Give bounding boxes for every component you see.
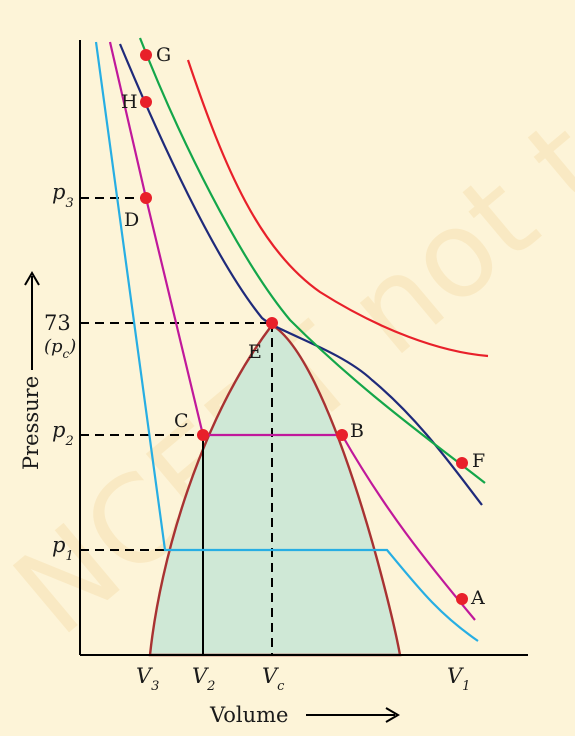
label-d: D — [124, 209, 139, 231]
point-a — [456, 593, 468, 605]
tick-v1: V1 — [447, 664, 470, 694]
isotherm-high — [138, 37, 486, 484]
label-f: F — [472, 450, 485, 472]
isotherm-critical — [118, 43, 483, 506]
point-c — [197, 429, 209, 441]
point-d — [140, 192, 152, 204]
tick-p1: p1 — [52, 533, 74, 564]
label-b: B — [350, 420, 364, 442]
point-h — [140, 96, 152, 108]
x-axis-arrow — [306, 707, 400, 723]
tick-pc: (pc) — [44, 336, 76, 361]
label-a: A — [470, 587, 485, 609]
tick-vc: Vc — [262, 664, 285, 694]
tick-p3: p3 — [52, 180, 74, 211]
label-h: H — [121, 91, 138, 113]
tick-p2: p2 — [52, 418, 74, 449]
point-g — [140, 49, 152, 61]
point-e — [266, 317, 278, 329]
isotherm-highest — [186, 59, 489, 358]
state-points — [140, 49, 468, 605]
label-c: C — [174, 410, 189, 432]
y-axis-arrow — [24, 271, 40, 370]
point-b — [336, 429, 348, 441]
label-e: E — [248, 341, 262, 363]
tick-v2: V2 — [192, 664, 215, 694]
x-axis-title: Volume — [209, 703, 288, 727]
point-f — [456, 457, 468, 469]
tick-73: 73 — [44, 311, 71, 335]
isotherm-low — [94, 41, 479, 642]
tick-v3: V3 — [136, 664, 159, 694]
y-axis-title: Pressure — [19, 376, 43, 470]
label-g: G — [156, 44, 171, 66]
